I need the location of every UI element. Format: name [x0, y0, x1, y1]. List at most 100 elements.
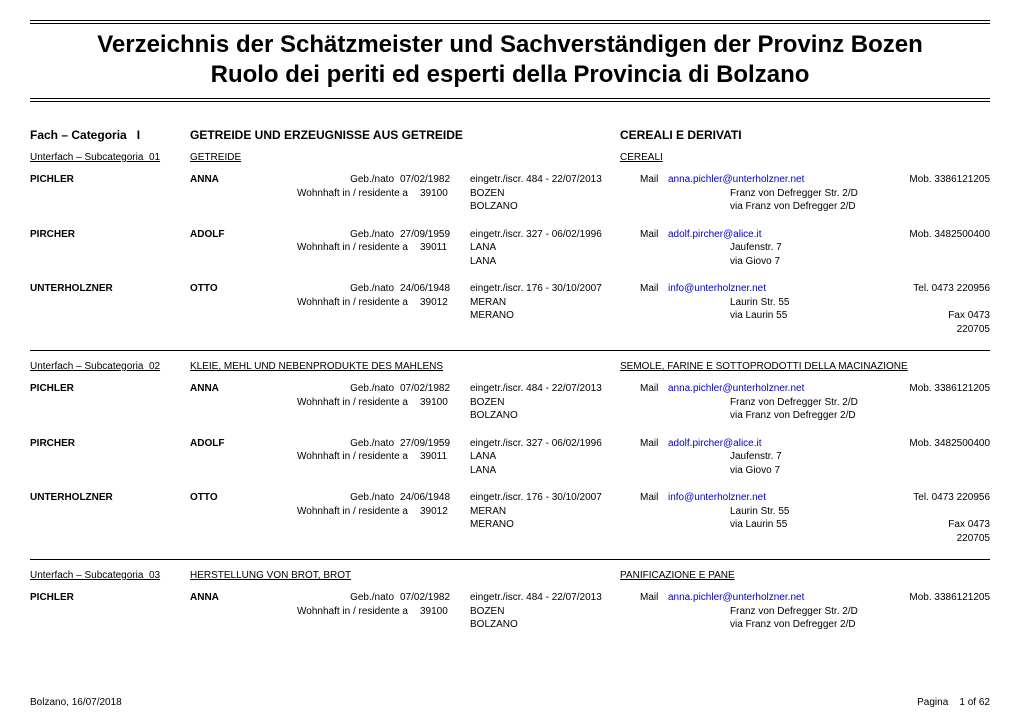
city-it: BOLZANO [470, 409, 730, 423]
born-label: Geb./nato [340, 282, 400, 296]
phone-2 [948, 241, 990, 255]
expert-entry: PIRCHERADOLFGeb./nato27/09/1959eingetr./… [30, 228, 990, 269]
city-de: BOZEN [470, 187, 730, 201]
phone-3: Fax 0473 220705 [948, 309, 990, 336]
last-name: PIRCHER [30, 437, 190, 451]
mail-label: Mail [640, 173, 668, 187]
address-de: Laurin Str. 55 [730, 505, 948, 519]
last-name: UNTERHOLZNER [30, 282, 190, 296]
mail-label: Mail [640, 591, 668, 605]
registration: eingetr./iscr. 176 - 30/10/2007 [470, 491, 640, 505]
category-it: CEREALI E DERIVATI [620, 128, 990, 142]
registration: eingetr./iscr. 484 - 22/07/2013 [470, 591, 640, 605]
address-it: via Giovo 7 [730, 255, 948, 269]
mail-link[interactable]: anna.pichler@unterholzner.net [668, 382, 858, 396]
zip: 39011 [420, 450, 470, 464]
resident-label: Wohnhaft in / residente a [190, 450, 420, 464]
resident-label: Wohnhaft in / residente a [190, 396, 420, 410]
phone-1: Tel. 0473 220956 [858, 282, 990, 296]
first-name: OTTO [190, 491, 340, 505]
phone-1: Mob. 3482500400 [858, 228, 990, 242]
mail-link[interactable]: info@unterholzner.net [668, 282, 858, 296]
phone-1: Mob. 3386121205 [858, 591, 990, 605]
subcategory-de: KLEIE, MEHL UND NEBENPRODUKTE DES MAHLEN… [190, 361, 620, 372]
zip: 39100 [420, 187, 470, 201]
first-name: ANNA [190, 591, 340, 605]
address-de: Jaufenstr. 7 [730, 450, 948, 464]
born-label: Geb./nato [340, 228, 400, 242]
subcategory-de: HERSTELLUNG VON BROT, BROT [190, 570, 620, 581]
footer-page: Pagina 1 of 62 [917, 697, 990, 708]
first-name: ADOLF [190, 228, 340, 242]
subcategory-de: GETREIDE [190, 152, 620, 163]
mail-label: Mail [640, 382, 668, 396]
resident-label: Wohnhaft in / residente a [190, 187, 420, 201]
resident-label: Wohnhaft in / residente a [190, 605, 420, 619]
page-title: Verzeichnis der Schätzmeister und Sachve… [30, 26, 990, 96]
born-label: Geb./nato [340, 173, 400, 187]
address-it: via Laurin 55 [730, 309, 948, 336]
phone-2 [948, 505, 990, 519]
born-date: 07/02/1982 [400, 173, 470, 187]
phone-3 [948, 618, 990, 632]
first-name: ANNA [190, 173, 340, 187]
phone-2 [948, 450, 990, 464]
zip: 39012 [420, 296, 470, 310]
subcategory-label: Unterfach – Subcategoria 03 [30, 570, 190, 581]
address-it: via Franz von Defregger 2/D [730, 409, 948, 423]
footer-date: Bolzano, 16/07/2018 [30, 697, 122, 708]
last-name: PICHLER [30, 382, 190, 396]
address-de: Franz von Defregger Str. 2/D [730, 187, 948, 201]
phone-1: Tel. 0473 220956 [858, 491, 990, 505]
registration: eingetr./iscr. 327 - 06/02/1996 [470, 437, 640, 451]
mail-link[interactable]: adolf.pircher@alice.it [668, 228, 858, 242]
address-de: Laurin Str. 55 [730, 296, 948, 310]
last-name: PICHLER [30, 591, 190, 605]
born-label: Geb./nato [340, 591, 400, 605]
phone-1: Mob. 3386121205 [858, 173, 990, 187]
subcategory-it: CEREALI [620, 152, 990, 163]
phone-3 [948, 255, 990, 269]
phone-1: Mob. 3482500400 [858, 437, 990, 451]
subcategory-label: Unterfach – Subcategoria 01 [30, 152, 190, 163]
address-de: Franz von Defregger Str. 2/D [730, 605, 948, 619]
city-it: BOLZANO [470, 200, 730, 214]
born-date: 27/09/1959 [400, 437, 470, 451]
resident-label: Wohnhaft in / residente a [190, 296, 420, 310]
expert-entry: PICHLERANNAGeb./nato07/02/1982eingetr./i… [30, 591, 990, 632]
address-it: via Giovo 7 [730, 464, 948, 478]
resident-label: Wohnhaft in / residente a [190, 241, 420, 255]
city-it: MERANO [470, 518, 730, 545]
mail-link[interactable]: anna.pichler@unterholzner.net [668, 173, 858, 187]
mail-link[interactable]: info@unterholzner.net [668, 491, 858, 505]
expert-entry: PICHLERANNAGeb./nato07/02/1982eingetr./i… [30, 382, 990, 423]
phone-2 [948, 187, 990, 201]
top-rule [30, 20, 990, 24]
section-separator [30, 350, 990, 351]
born-date: 07/02/1982 [400, 591, 470, 605]
address-it: via Laurin 55 [730, 518, 948, 545]
phone-2 [948, 605, 990, 619]
mail-link[interactable]: adolf.pircher@alice.it [668, 437, 858, 451]
phone-1: Mob. 3386121205 [858, 382, 990, 396]
city-de: LANA [470, 450, 730, 464]
mail-label: Mail [640, 437, 668, 451]
expert-entry: UNTERHOLZNEROTTOGeb./nato24/06/1948einge… [30, 491, 990, 545]
section-separator [30, 559, 990, 560]
phone-3: Fax 0473 220705 [948, 518, 990, 545]
city-de: BOZEN [470, 396, 730, 410]
title-it: Ruolo dei periti ed esperti della Provin… [30, 60, 990, 90]
phone-2 [948, 396, 990, 410]
phone-2 [948, 296, 990, 310]
zip: 39100 [420, 396, 470, 410]
subcategory-it: SEMOLE, FARINE E SOTTOPRODOTTI DELLA MAC… [620, 361, 990, 372]
address-de: Jaufenstr. 7 [730, 241, 948, 255]
phone-3 [948, 464, 990, 478]
subcategory-it: PANIFICAZIONE E PANE [620, 570, 990, 581]
city-it: MERANO [470, 309, 730, 336]
registration: eingetr./iscr. 484 - 22/07/2013 [470, 382, 640, 396]
mail-label: Mail [640, 282, 668, 296]
born-date: 24/06/1948 [400, 282, 470, 296]
mail-link[interactable]: anna.pichler@unterholzner.net [668, 591, 858, 605]
city-de: MERAN [470, 505, 730, 519]
